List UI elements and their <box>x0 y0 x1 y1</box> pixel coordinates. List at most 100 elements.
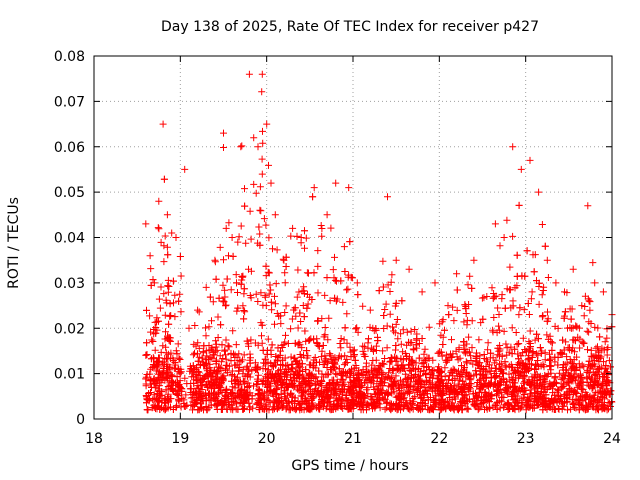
data-point <box>600 346 608 354</box>
data-point <box>242 388 250 396</box>
data-point <box>147 355 155 363</box>
data-point <box>297 318 305 325</box>
data-point <box>305 370 313 378</box>
data-point <box>281 387 289 395</box>
data-point <box>495 311 503 318</box>
data-point <box>554 386 562 394</box>
data-point <box>259 301 267 309</box>
data-point <box>530 268 538 276</box>
data-point <box>284 383 292 391</box>
data-point <box>580 339 588 347</box>
data-point <box>321 324 329 331</box>
data-point <box>300 313 308 321</box>
data-point <box>368 376 375 384</box>
data-point <box>475 388 483 396</box>
data-point <box>441 326 448 334</box>
data-point <box>220 129 227 137</box>
data-point <box>442 358 450 366</box>
data-point <box>352 325 360 333</box>
data-point <box>162 328 169 336</box>
data-point <box>173 391 181 398</box>
data-point <box>409 364 417 372</box>
data-point <box>437 331 445 339</box>
data-point <box>575 360 583 368</box>
data-point <box>212 391 220 399</box>
data-point <box>381 306 389 313</box>
data-point <box>581 393 589 401</box>
data-point <box>567 315 575 323</box>
data-point <box>162 386 170 394</box>
data-point <box>299 302 307 309</box>
data-point <box>310 335 318 343</box>
data-point <box>374 368 381 376</box>
data-point <box>391 329 399 337</box>
data-point <box>421 383 429 391</box>
data-point <box>572 337 579 345</box>
data-point <box>554 324 562 332</box>
data-point <box>508 393 516 400</box>
data-point <box>480 380 488 388</box>
data-point <box>267 179 275 187</box>
data-point <box>576 401 584 409</box>
data-point <box>164 332 172 340</box>
data-point <box>369 396 377 404</box>
data-point <box>164 251 172 259</box>
y-tick-label: 0.06 <box>54 140 85 156</box>
data-point <box>591 323 599 331</box>
data-point <box>271 300 279 308</box>
data-point <box>299 375 307 383</box>
data-point <box>496 404 504 412</box>
data-point <box>238 385 246 393</box>
data-point <box>406 383 414 391</box>
data-point <box>486 367 494 375</box>
data-point <box>497 360 505 368</box>
data-point <box>569 324 577 332</box>
data-point <box>281 394 289 402</box>
data-point <box>436 406 444 414</box>
data-point <box>282 331 289 339</box>
data-point <box>380 395 388 403</box>
data-point <box>533 371 541 379</box>
data-point <box>451 375 459 383</box>
data-point <box>255 406 263 413</box>
data-point <box>511 368 519 376</box>
data-point <box>346 370 354 377</box>
data-point <box>242 239 250 247</box>
data-point <box>531 366 538 373</box>
data-point <box>405 265 413 273</box>
data-point <box>156 304 164 312</box>
data-point <box>244 384 252 391</box>
data-point <box>502 340 510 348</box>
data-point <box>228 389 236 396</box>
data-point <box>187 385 195 393</box>
data-point <box>411 393 419 401</box>
data-point <box>355 380 363 388</box>
data-point <box>500 327 508 335</box>
data-point <box>169 357 177 364</box>
data-point <box>171 361 179 369</box>
data-point <box>258 70 266 78</box>
data-point <box>321 352 329 360</box>
data-point <box>310 393 318 401</box>
data-point <box>319 342 327 349</box>
data-point <box>322 358 330 366</box>
data-point <box>215 294 223 302</box>
data-point <box>289 370 297 378</box>
data-point <box>448 336 455 344</box>
data-point <box>458 402 466 410</box>
data-point <box>592 344 600 352</box>
data-point <box>456 354 464 362</box>
data-point <box>561 375 569 383</box>
data-point <box>431 279 439 287</box>
data-point <box>454 380 462 388</box>
data-point <box>346 238 354 246</box>
data-point <box>436 320 444 328</box>
data-point <box>444 302 452 310</box>
data-point <box>155 225 163 233</box>
data-point <box>382 300 390 308</box>
data-point <box>551 405 558 413</box>
data-point <box>423 390 431 398</box>
data-point <box>418 394 426 402</box>
data-point <box>499 370 506 378</box>
data-point <box>254 298 262 305</box>
